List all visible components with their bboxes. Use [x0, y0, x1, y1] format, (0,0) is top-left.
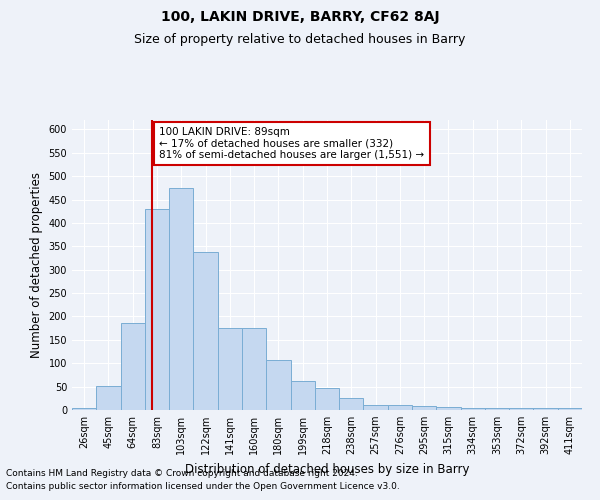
X-axis label: Distribution of detached houses by size in Barry: Distribution of detached houses by size …: [185, 462, 469, 475]
Bar: [436, 406, 461, 410]
Bar: [533, 408, 558, 410]
Bar: [193, 252, 218, 410]
Bar: [290, 380, 315, 410]
Bar: [558, 408, 582, 410]
Bar: [266, 360, 290, 410]
Text: 100 LAKIN DRIVE: 89sqm
← 17% of detached houses are smaller (332)
81% of semi-de: 100 LAKIN DRIVE: 89sqm ← 17% of detached…: [160, 127, 425, 160]
Bar: [169, 188, 193, 410]
Bar: [364, 405, 388, 410]
Y-axis label: Number of detached properties: Number of detached properties: [30, 172, 43, 358]
Bar: [96, 386, 121, 410]
Text: Contains public sector information licensed under the Open Government Licence v3: Contains public sector information licen…: [6, 482, 400, 491]
Bar: [339, 398, 364, 410]
Bar: [121, 324, 145, 410]
Text: Size of property relative to detached houses in Barry: Size of property relative to detached ho…: [134, 32, 466, 46]
Bar: [242, 328, 266, 410]
Text: Contains HM Land Registry data © Crown copyright and database right 2024.: Contains HM Land Registry data © Crown c…: [6, 468, 358, 477]
Bar: [485, 408, 509, 410]
Bar: [412, 406, 436, 410]
Bar: [72, 408, 96, 410]
Bar: [509, 408, 533, 410]
Text: 100, LAKIN DRIVE, BARRY, CF62 8AJ: 100, LAKIN DRIVE, BARRY, CF62 8AJ: [161, 10, 439, 24]
Bar: [315, 388, 339, 410]
Bar: [388, 405, 412, 410]
Bar: [461, 408, 485, 410]
Bar: [218, 328, 242, 410]
Bar: [145, 209, 169, 410]
